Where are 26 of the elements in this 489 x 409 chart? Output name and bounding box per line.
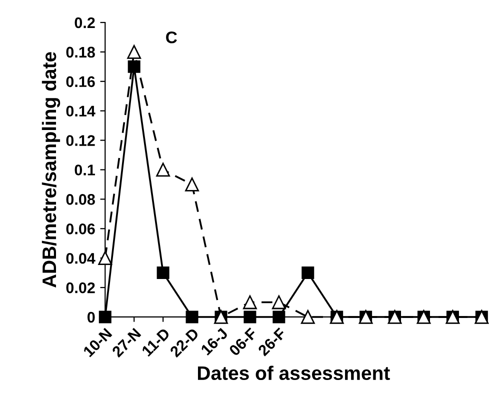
- y-tick-label: 0.08: [66, 194, 95, 205]
- y-tick-label: 0.1: [74, 164, 95, 176]
- point: [186, 310, 198, 324]
- point: [244, 310, 256, 324]
- y-tick-label: 0.06: [66, 224, 95, 234]
- x-axis-title: Dates of assessment: [198, 366, 390, 380]
- y-tick-label: 0.18: [66, 46, 95, 58]
- point: [127, 45, 142, 59]
- y-tick-label: 0.2: [74, 17, 95, 28]
- y-tick-label: 0: [88, 312, 95, 323]
- point: [272, 295, 286, 310]
- y-tick-label: 0.04: [66, 252, 96, 264]
- point: [156, 266, 170, 280]
- annotation: C: [166, 31, 177, 44]
- point: [243, 295, 257, 310]
- point: [156, 162, 170, 177]
- y-tick-label: 0.02: [66, 282, 95, 294]
- point: [185, 178, 199, 192]
- y-axis-title: ADB/metre/sampling date: [42, 52, 60, 288]
- y-tick-label: 0.14: [66, 106, 96, 117]
- point: [300, 310, 315, 324]
- point: [302, 266, 314, 280]
- y-tick-label: 0.16: [66, 76, 95, 88]
- y-tick-label: 0.12: [66, 135, 95, 146]
- point: [272, 310, 286, 324]
- point: [98, 310, 112, 324]
